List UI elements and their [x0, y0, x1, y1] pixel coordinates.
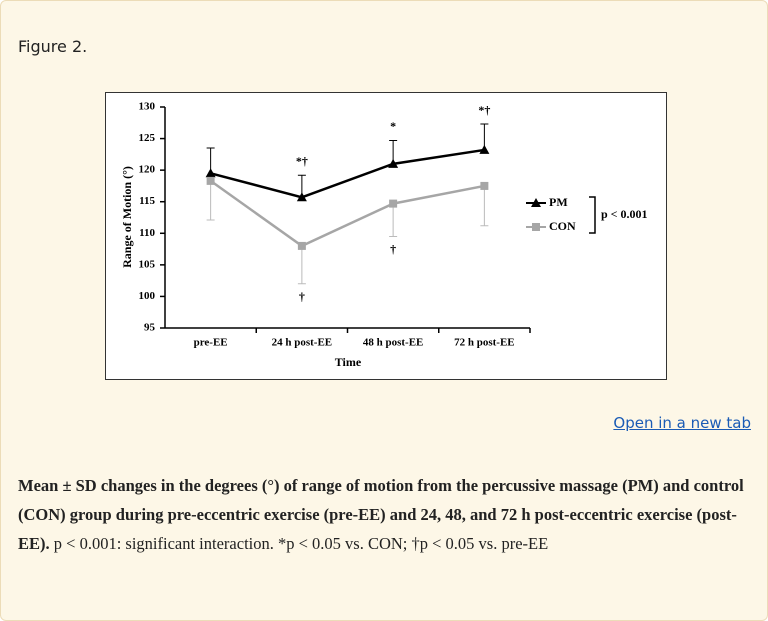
x-tick-label: 72 h post-EE [454, 337, 515, 349]
y-tick-label: 115 [139, 195, 155, 207]
y-tick-label: 110 [139, 227, 155, 239]
annotation: *† [296, 154, 308, 168]
caption-bold: Mean ± SD changes in the degrees (°) of … [18, 476, 744, 553]
figure-label: Figure 2. [18, 37, 88, 56]
error-bar [297, 245, 306, 285]
y-tick-label: 130 [139, 101, 156, 113]
y-tick-label: 120 [139, 164, 156, 176]
point [388, 158, 399, 168]
chart: Time Range of Motion (°) p < 0.001 95 100… [120, 101, 648, 369]
point [531, 198, 541, 207]
chart-box: Time Range of Motion (°) p < 0.001 95 100… [105, 92, 667, 380]
x-tick-label: 48 h post-EE [363, 337, 424, 349]
point [296, 192, 307, 202]
point [389, 199, 398, 208]
point [205, 168, 216, 178]
legend-label: CON [549, 219, 576, 233]
series-line [209, 179, 485, 248]
point [532, 223, 540, 231]
y-tick-label: 125 [139, 132, 156, 144]
point [206, 176, 215, 185]
open-link[interactable]: Open in a new tab [613, 414, 751, 432]
caption-text: p < 0.001: significant interaction. *p <… [49, 534, 549, 553]
error-bar [206, 180, 215, 221]
y-tick-label: 100 [139, 290, 156, 302]
y-axis-label: Range of Motion (°) [120, 166, 134, 268]
point [480, 181, 489, 190]
x-tick-label: 24 h post-EE [272, 337, 333, 349]
legend-label: PM [549, 195, 568, 209]
annotation: † [299, 290, 305, 304]
x-tick-label: pre-EE [194, 337, 228, 349]
caption: Mean ± SD changes in the degrees (°) of … [18, 471, 748, 558]
error-bar [480, 185, 489, 227]
series-line [210, 148, 485, 199]
annotation: *† [478, 103, 490, 117]
x-axis-label: Time [335, 355, 362, 369]
error-bar [389, 203, 398, 237]
legend-bracket [589, 196, 596, 234]
legend-note: p < 0.001 [601, 207, 648, 221]
point [297, 241, 306, 250]
annotation: * [390, 119, 396, 133]
y-tick-label: 105 [139, 258, 156, 270]
annotation: † [390, 242, 396, 256]
point [479, 144, 490, 154]
y-tick-label: 95 [144, 322, 156, 334]
